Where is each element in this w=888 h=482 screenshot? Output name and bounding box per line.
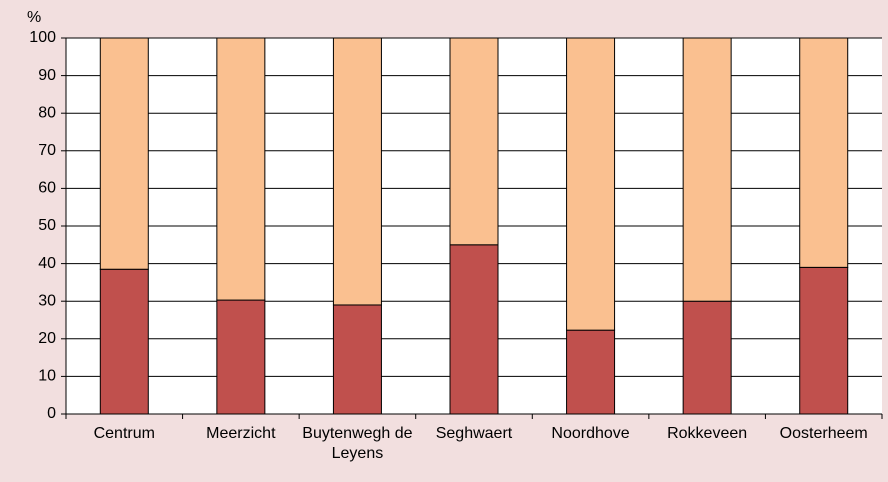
bar-segment <box>99 268 149 415</box>
bar-segment <box>682 300 732 415</box>
bar-segment <box>216 37 266 301</box>
y-tick-label: 30 <box>38 292 56 309</box>
x-tick-label: Rokkeveen <box>667 425 748 442</box>
x-tick-label: Noordhove <box>551 425 630 442</box>
y-tick-label: 40 <box>38 255 56 272</box>
y-tick-label: 10 <box>38 368 56 385</box>
y-tick-label: 90 <box>38 67 56 84</box>
bar-segment <box>799 37 849 268</box>
bar-segment <box>216 299 266 415</box>
y-axis-label: % <box>27 9 41 26</box>
x-tick-label: Oosterheem <box>779 425 868 442</box>
x-tick-label: Meerzicht <box>206 425 276 442</box>
bar-segment <box>799 266 849 415</box>
y-tick-label: 60 <box>38 180 56 197</box>
y-tick-label: 0 <box>47 405 56 422</box>
bar-segment <box>332 37 382 306</box>
y-tick-label: 100 <box>29 29 56 46</box>
x-tick-label: Centrum <box>93 425 155 442</box>
x-tick-label: Seghwaert <box>435 425 513 442</box>
y-tick-label: 70 <box>38 142 56 159</box>
y-tick-label: 80 <box>38 104 56 121</box>
bar-segment <box>99 37 149 270</box>
bar-segment <box>566 329 616 415</box>
y-tick-label: 50 <box>38 217 56 234</box>
y-tick-label: 20 <box>38 330 56 347</box>
bar-segment <box>449 37 499 246</box>
bar-segment <box>566 37 616 331</box>
x-tick-label: Buytenwegh de Leyens <box>302 425 413 462</box>
bar-segment <box>682 37 732 302</box>
bar-segment <box>332 304 382 415</box>
bar-segment <box>449 244 499 415</box>
